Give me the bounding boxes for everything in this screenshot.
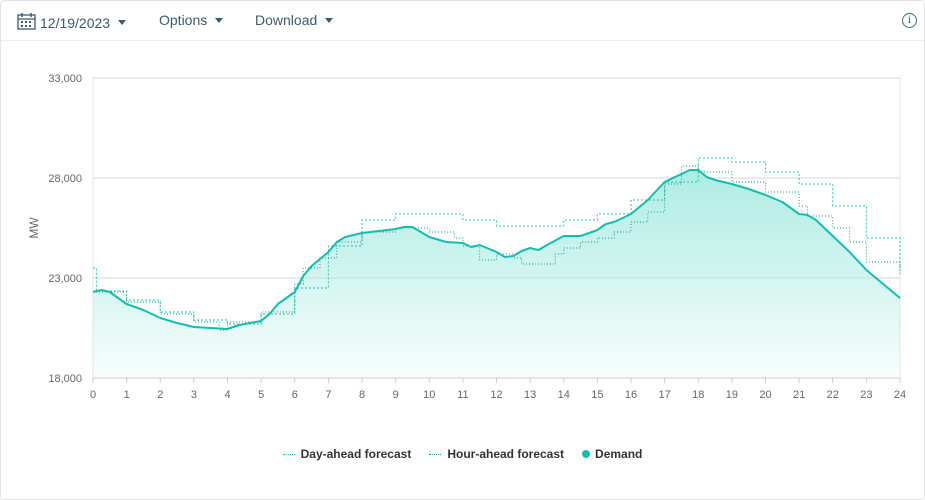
demand-area bbox=[93, 170, 900, 378]
x-tick-label: 9 bbox=[393, 389, 399, 401]
x-tick-label: 6 bbox=[292, 389, 298, 401]
x-tick-label: 5 bbox=[258, 389, 264, 401]
y-tick-label: 28,000 bbox=[48, 173, 82, 185]
demand-swatch bbox=[582, 450, 591, 458]
info-icon[interactable]: i bbox=[902, 13, 917, 28]
day-ahead-swatch bbox=[282, 453, 295, 455]
date-value: 12/19/2023 bbox=[40, 14, 111, 31]
calendar-icon bbox=[17, 12, 36, 33]
x-tick-label: 17 bbox=[659, 389, 671, 401]
chevron-down-icon bbox=[118, 20, 127, 25]
legend-demand[interactable]: Demand bbox=[582, 447, 642, 461]
x-tick-label: 12 bbox=[490, 389, 502, 401]
x-tick-label: 19 bbox=[726, 389, 738, 401]
x-tick-label: 7 bbox=[325, 389, 331, 401]
x-tick-label: 18 bbox=[692, 389, 704, 401]
x-tick-label: 16 bbox=[625, 389, 637, 401]
x-tick-label: 8 bbox=[359, 389, 365, 401]
download-label: Download bbox=[255, 12, 318, 28]
y-axis-title: MW bbox=[27, 217, 41, 239]
x-tick-label: 22 bbox=[827, 389, 839, 401]
download-dropdown[interactable]: Download bbox=[255, 12, 334, 28]
toolbar: 12/19/2023 Options Download i bbox=[1, 1, 924, 41]
x-tick-label: 14 bbox=[558, 389, 570, 401]
legend-label: Hour-ahead forecast bbox=[447, 447, 565, 461]
day-ahead-forecast-line bbox=[93, 157, 901, 325]
x-tick-label: 23 bbox=[860, 389, 872, 401]
x-tick-label: 0 bbox=[90, 389, 96, 401]
legend-day-ahead[interactable]: Day-ahead forecast bbox=[282, 447, 412, 461]
options-dropdown[interactable]: Options bbox=[159, 12, 224, 28]
x-tick-label: 15 bbox=[591, 389, 603, 401]
x-tick-label: 24 bbox=[894, 389, 906, 401]
x-tick-label: 13 bbox=[524, 389, 536, 401]
demand-line bbox=[92, 169, 901, 330]
hour-ahead-swatch bbox=[429, 453, 442, 455]
x-tick-label: 1 bbox=[124, 389, 130, 401]
y-tick-label: 18,000 bbox=[48, 373, 82, 385]
legend-label: Day-ahead forecast bbox=[300, 447, 412, 461]
x-tick-label: 2 bbox=[157, 389, 163, 401]
x-tick-label: 11 bbox=[457, 389, 468, 401]
x-tick-label: 20 bbox=[759, 389, 771, 401]
legend: Day-ahead forecast Hour-ahead forecast D… bbox=[1, 447, 924, 461]
x-tick-label: 10 bbox=[423, 389, 435, 401]
x-tick-label: 4 bbox=[224, 389, 230, 401]
chevron-down-icon bbox=[325, 17, 334, 23]
date-picker[interactable]: 12/19/2023 bbox=[17, 12, 127, 33]
options-label: Options bbox=[159, 12, 208, 28]
x-tick-label: 21 bbox=[793, 389, 805, 401]
chevron-down-icon bbox=[215, 17, 224, 23]
y-tick-label: 33,000 bbox=[48, 73, 82, 85]
x-tick-label: 3 bbox=[191, 389, 197, 401]
y-tick-label: 23,000 bbox=[48, 273, 82, 285]
legend-label: Demand bbox=[595, 447, 643, 461]
legend-hour-ahead[interactable]: Hour-ahead forecast bbox=[429, 447, 564, 461]
